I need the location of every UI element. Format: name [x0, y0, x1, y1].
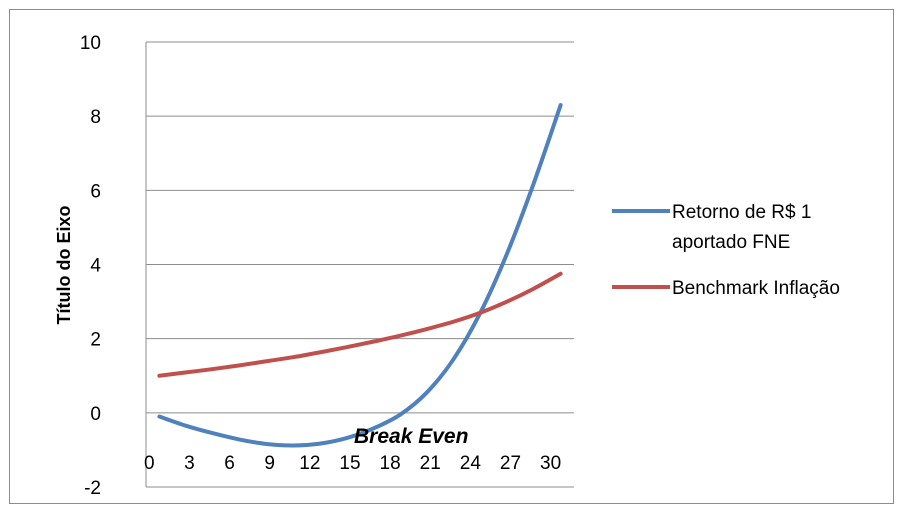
y-tick-label: -2 — [84, 478, 101, 499]
y-tick-label: 4 — [90, 256, 101, 277]
legend-label-1: Retorno de R$ 1 aportado FNE — [672, 202, 811, 253]
x-tick-label: 0 — [144, 453, 155, 474]
y-tick-label: 6 — [90, 181, 101, 202]
x-tick-label: 9 — [264, 453, 275, 474]
x-tick-label: 6 — [224, 453, 235, 474]
y-axis-title: Título do Eixo — [54, 206, 74, 325]
x-tick-label: 12 — [299, 453, 320, 474]
y-tick-label: 10 — [80, 33, 101, 54]
legend: Retorno de R$ 1 aportado FNE Benchmark Inf… — [612, 202, 840, 299]
x-tick-label: 15 — [339, 453, 360, 474]
series-line-1 — [157, 103, 563, 448]
y-tick-label: 2 — [90, 330, 101, 351]
x-axis-ticks: 0 3 6 9 12 15 18 21 24 27 30 — [144, 453, 561, 474]
x-tick-label: 21 — [420, 453, 441, 474]
legend-label-2: Benchmark Inflação — [672, 278, 840, 299]
x-tick-label: 24 — [460, 453, 482, 474]
y-axis-ticks: -2 0 2 4 6 8 10 — [80, 33, 102, 499]
gridlines — [145, 41, 574, 488]
x-tick-label: 27 — [500, 453, 521, 474]
x-tick-label: 3 — [184, 453, 195, 474]
series-lines — [157, 103, 563, 448]
x-tick-label: 18 — [380, 453, 401, 474]
y-tick-label: 8 — [90, 107, 101, 128]
break-even-annotation: Break Even — [354, 425, 468, 448]
chart-frame — [9, 9, 894, 504]
series-line-2 — [157, 271, 563, 378]
y-tick-label: 0 — [90, 404, 101, 425]
x-tick-label: 30 — [540, 453, 561, 474]
